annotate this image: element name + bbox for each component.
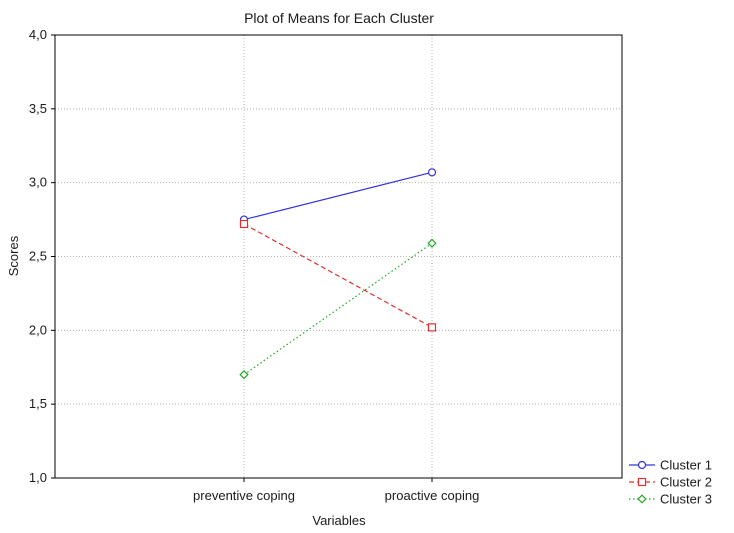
series-lines [239,168,437,380]
series-line [243,242,433,376]
y-tick-label: 1,0 [29,470,47,485]
data-point [427,323,437,332]
data-point [427,238,437,248]
legend-item: Cluster 1 [629,458,712,473]
series-cluster-1 [239,168,437,224]
legend-label: Cluster 3 [660,492,712,507]
legend-item: Cluster 3 [629,492,712,507]
y-tick-label: 2,0 [29,322,47,337]
gridlines [55,35,622,478]
y-tick-label: 2,5 [29,249,47,264]
y-tick-label: 4,0 [29,27,47,42]
y-tick-label: 3,0 [29,175,47,190]
legend-marker [637,477,647,487]
x-axis-ticks: preventive coping proactive coping [193,478,479,503]
legend-label: Cluster 1 [660,458,712,473]
legend: Cluster 1 Cluster 2 Cluster 3 [629,458,712,507]
data-point [239,219,249,229]
x-tick-label: preventive coping [193,488,295,503]
chart-title: Plot of Means for Each Cluster [244,10,434,26]
legend-marker [637,460,647,470]
series-line [243,223,433,328]
legend-label: Cluster 2 [660,475,712,490]
y-tick-label: 1,5 [29,396,47,411]
legend-marker [637,494,647,504]
y-tick-label: 3,5 [29,101,47,116]
data-point [427,168,437,177]
x-tick-label: proactive coping [385,488,480,503]
x-axis-label: Variables [312,513,366,528]
series-cluster-3 [239,238,437,380]
legend-item: Cluster 2 [629,475,712,490]
y-axis-ticks: 1,0 1,5 2,0 2,5 3,0 3,5 4,0 [29,27,55,485]
y-axis-label: Scores [6,235,21,276]
series-line [243,171,433,221]
plot-area [54,34,623,479]
series-cluster-2 [239,219,437,332]
data-point [239,369,249,380]
